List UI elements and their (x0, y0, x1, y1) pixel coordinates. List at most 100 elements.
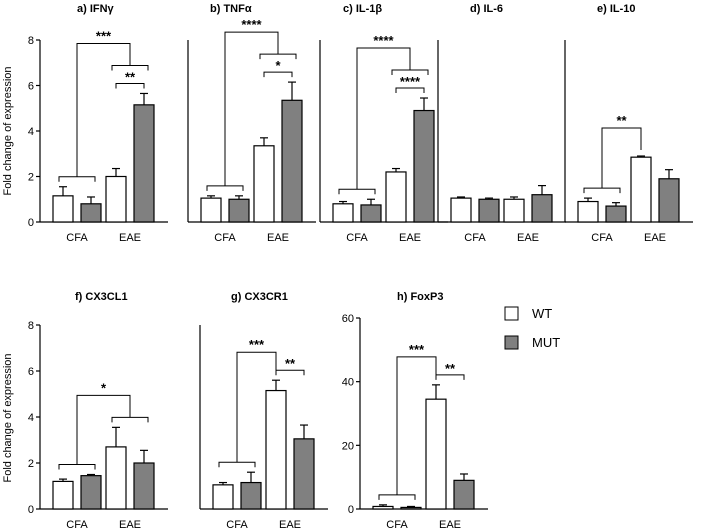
y-tick-label: 6 (28, 81, 34, 93)
bar-wt-eae (503, 198, 525, 223)
significance-label: **** (373, 33, 394, 48)
bracket-main (76, 42, 131, 177)
significance-label: ** (616, 113, 627, 128)
bar-wt-cfa (372, 505, 394, 510)
panel-title: c) IL-1β (343, 3, 382, 15)
bracket-main (356, 47, 411, 190)
bar-wt-cfa (577, 200, 599, 223)
bar-mut-cfa (80, 203, 102, 223)
bar-mut-eae (293, 438, 315, 510)
bar-mut-eae (453, 479, 475, 510)
bar-wt-eae (105, 175, 127, 223)
bracket-main (76, 394, 131, 465)
y-axis-label-bottom: Fold change of expression (2, 353, 14, 482)
y-tick-label: 0 (28, 504, 34, 516)
bracket-main (396, 356, 437, 495)
bar-wt-eae (630, 156, 652, 223)
bar-wt-eae (265, 389, 287, 510)
bar-mut-eae (133, 462, 155, 510)
x-tick-label: EAE (644, 232, 666, 244)
bar-wt-cfa (200, 197, 222, 223)
significance-label: *** (249, 337, 265, 352)
bracket-eae (435, 374, 465, 380)
x-tick-label: CFA (226, 519, 248, 528)
bracket-eae-group (111, 416, 149, 423)
x-tick-label: EAE (119, 232, 141, 244)
y-tick-label: 4 (28, 126, 34, 138)
bar-wt-eae (425, 398, 447, 510)
panel-title: h) FoxP3 (397, 291, 443, 303)
x-tick-label: CFA (464, 232, 486, 244)
panel-2: c) IL-1β CFA EAE **** **** (319, 3, 448, 244)
panel-3: d) IL-6 CFA EAE (437, 3, 566, 244)
bracket-eae (115, 82, 145, 89)
x-tick-label: EAE (399, 232, 421, 244)
bracket-cfa (338, 188, 376, 195)
significance-label: * (275, 58, 281, 73)
x-tick-label: EAE (517, 232, 539, 244)
bar-mut-cfa (360, 204, 382, 223)
panel-title: a) IFNγ (77, 3, 115, 15)
y-tick-label: 0 (28, 217, 34, 229)
legend: WT MUT (504, 306, 560, 350)
bar-wt-cfa (332, 203, 354, 223)
y-tick-label: 20 (342, 440, 354, 452)
x-tick-label: CFA (346, 232, 368, 244)
bracket-eae (263, 71, 293, 78)
significance-label: *** (96, 28, 112, 43)
bar-mut-eae (413, 109, 435, 223)
y-tick-label: 2 (28, 172, 34, 184)
significance-label: **** (241, 17, 262, 32)
bracket-eae (395, 87, 425, 94)
bracket-cfa (218, 461, 256, 468)
significance-label: **** (400, 74, 421, 89)
x-tick-label: CFA (66, 519, 88, 528)
x-tick-label: EAE (439, 519, 461, 528)
bracket-cfa (58, 464, 96, 470)
bar-mut-cfa (80, 475, 102, 510)
legend-label-mut: MUT (532, 335, 560, 350)
panel-4: e) IL-10 CFA EAE ** (564, 3, 693, 244)
bar-wt-cfa (212, 484, 234, 510)
bar-wt-eae (253, 145, 275, 223)
y-tick-label: 8 (28, 320, 34, 332)
legend-swatch-wt (504, 306, 519, 321)
significance-label: ** (285, 356, 296, 371)
bar-wt-cfa (52, 480, 74, 510)
significance-label: * (101, 380, 107, 395)
y-tick-label: 60 (342, 313, 354, 325)
legend-label-wt: WT (532, 306, 552, 321)
y-axis-label-top: Fold change of expression (2, 66, 14, 195)
panel-title: e) IL-10 (597, 3, 636, 15)
significance-label: ** (125, 69, 136, 84)
bar-wt-eae (105, 446, 127, 510)
bracket-main (601, 127, 642, 189)
bar-wt-cfa (52, 195, 74, 223)
significance-label: ** (445, 361, 456, 376)
panel-title: d) IL-6 (470, 3, 503, 15)
bar-mut-eae (658, 178, 680, 223)
x-tick-label: EAE (119, 519, 141, 528)
bar-wt-eae (385, 171, 407, 223)
y-tick-label: 0 (348, 504, 354, 516)
legend-swatch-mut (504, 335, 519, 350)
bar-wt-cfa (450, 197, 472, 223)
panel-title: b) TNFα (210, 3, 252, 15)
bar-mut-cfa (240, 481, 262, 510)
panel-title: g) CX3CR1 (231, 291, 288, 303)
bracket-main (236, 351, 277, 463)
bracket-cfa (378, 494, 416, 500)
bar-mut-eae (531, 194, 553, 223)
bracket-cfa (206, 185, 244, 191)
bracket-cfa (58, 176, 96, 182)
x-tick-label: CFA (591, 232, 613, 244)
x-tick-label: CFA (214, 232, 236, 244)
bracket-main (224, 31, 279, 186)
y-tick-label: 8 (28, 35, 34, 47)
panel-5: f) CX3CL1 0 2 4 6 8 CFA EAE * (28, 291, 168, 528)
